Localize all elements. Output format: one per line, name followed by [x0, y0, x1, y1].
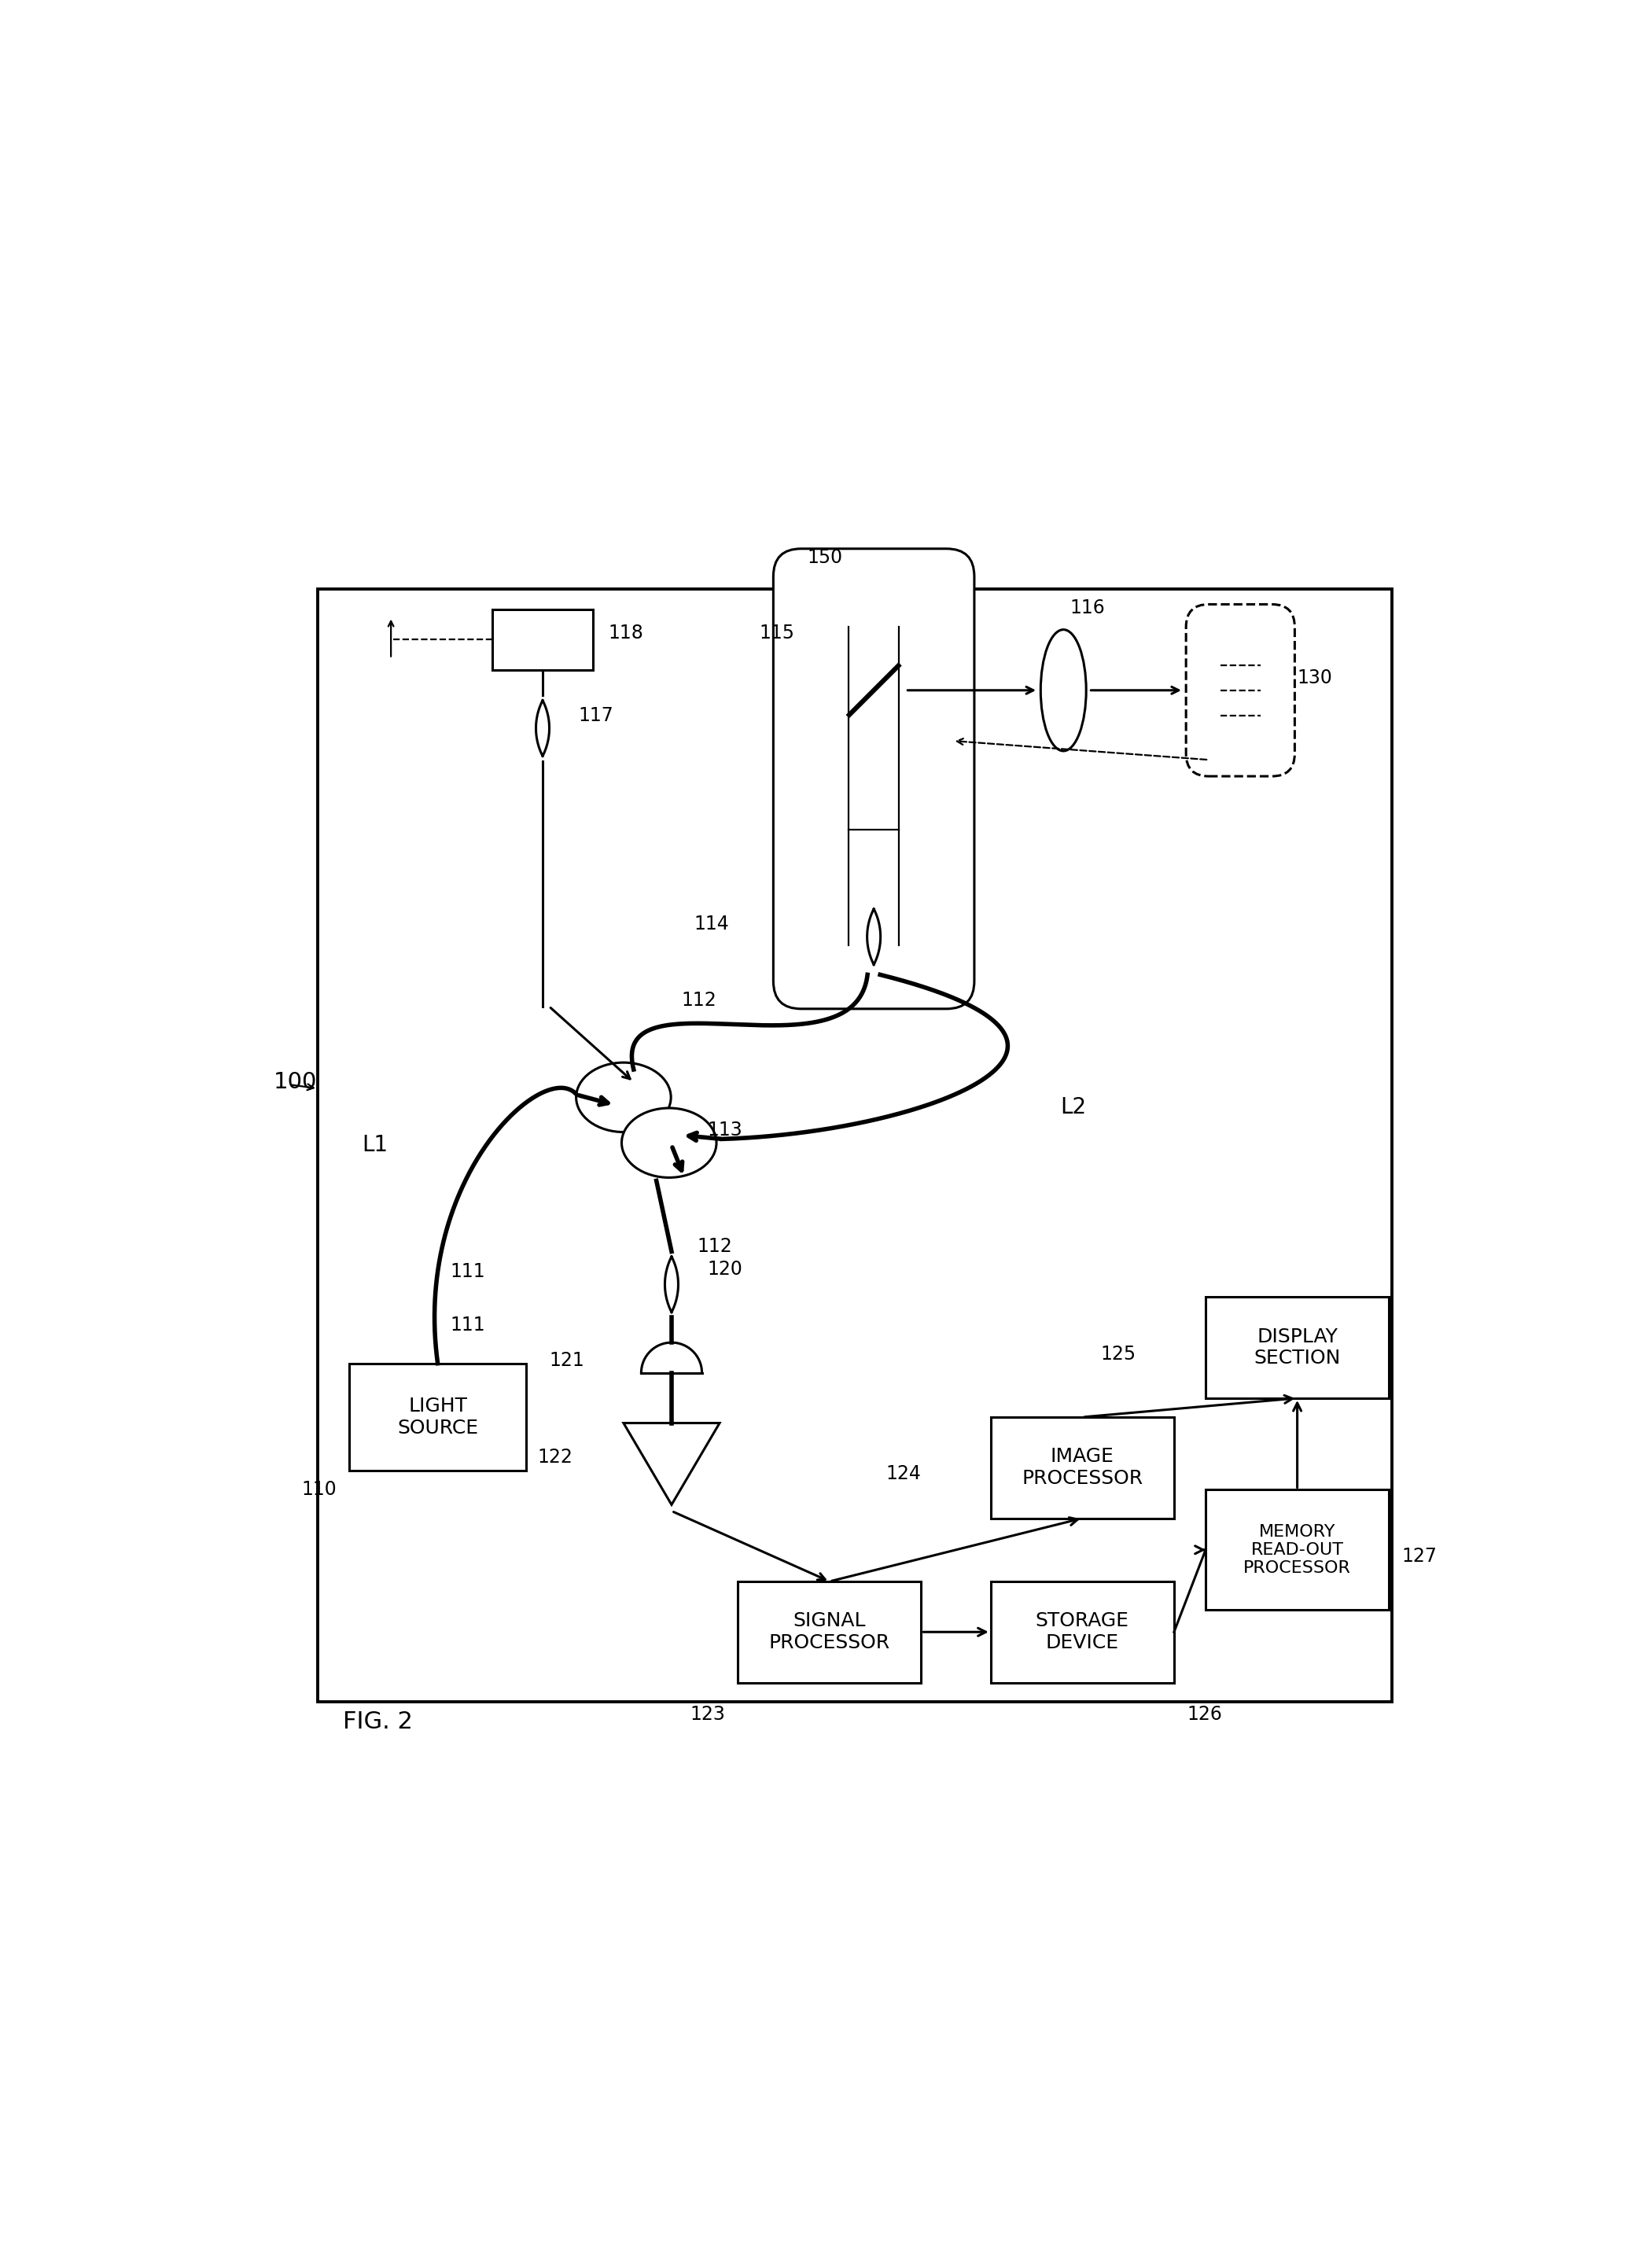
Text: 116: 116 [1070, 599, 1104, 617]
FancyBboxPatch shape [1186, 603, 1295, 776]
Polygon shape [623, 1422, 719, 1504]
Text: 126: 126 [1187, 1706, 1222, 1724]
FancyBboxPatch shape [737, 1581, 922, 1683]
FancyBboxPatch shape [493, 610, 594, 669]
Text: 121: 121 [550, 1352, 584, 1370]
FancyBboxPatch shape [1205, 1297, 1390, 1397]
Text: 100: 100 [274, 1070, 316, 1093]
Text: 111: 111 [450, 1315, 486, 1336]
Text: 113: 113 [706, 1120, 742, 1139]
Text: L2: L2 [1060, 1095, 1086, 1118]
FancyBboxPatch shape [773, 549, 974, 1009]
Ellipse shape [621, 1109, 716, 1177]
Text: 125: 125 [1101, 1345, 1137, 1363]
Text: 118: 118 [608, 624, 644, 642]
Text: 123: 123 [690, 1706, 726, 1724]
FancyBboxPatch shape [349, 1363, 527, 1472]
Ellipse shape [1041, 631, 1086, 751]
FancyBboxPatch shape [990, 1418, 1174, 1517]
Text: 111: 111 [450, 1263, 486, 1281]
Text: 122: 122 [538, 1449, 572, 1467]
Text: 124: 124 [886, 1465, 922, 1483]
Text: 112: 112 [696, 1236, 732, 1256]
Text: DISPLAY
SECTION: DISPLAY SECTION [1254, 1327, 1341, 1368]
Text: 115: 115 [760, 624, 794, 642]
Text: SIGNAL
PROCESSOR: SIGNAL PROCESSOR [768, 1613, 891, 1653]
FancyBboxPatch shape [318, 590, 1393, 1701]
Text: 110: 110 [302, 1481, 336, 1499]
Text: FIG. 2: FIG. 2 [343, 1710, 413, 1733]
Text: 112: 112 [682, 991, 718, 1009]
Text: 114: 114 [693, 914, 729, 934]
Text: L1: L1 [362, 1134, 388, 1157]
FancyBboxPatch shape [990, 1581, 1174, 1683]
Ellipse shape [576, 1061, 670, 1132]
FancyBboxPatch shape [1205, 1490, 1390, 1610]
Text: MEMORY
READ-OUT
PROCESSOR: MEMORY READ-OUT PROCESSOR [1243, 1524, 1350, 1576]
Text: 130: 130 [1297, 669, 1333, 687]
Text: 117: 117 [577, 705, 613, 726]
Text: LIGHT
SOURCE: LIGHT SOURCE [398, 1397, 478, 1438]
Text: 120: 120 [706, 1259, 742, 1279]
Text: STORAGE
DEVICE: STORAGE DEVICE [1036, 1613, 1129, 1653]
Text: IMAGE
PROCESSOR: IMAGE PROCESSOR [1021, 1447, 1143, 1488]
Text: 127: 127 [1401, 1547, 1437, 1565]
Text: 150: 150 [807, 549, 843, 567]
